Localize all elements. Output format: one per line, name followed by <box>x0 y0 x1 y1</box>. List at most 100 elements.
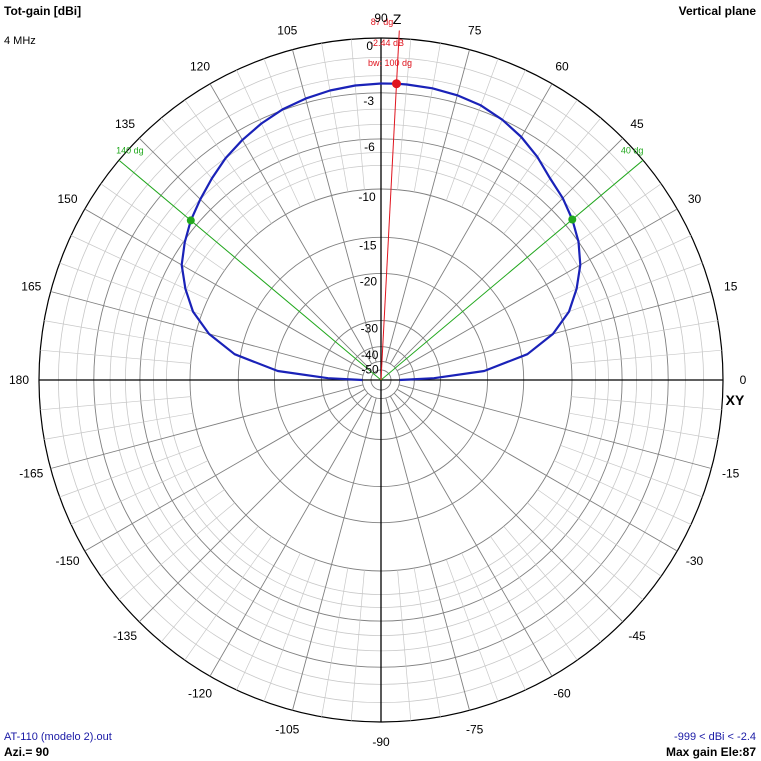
grid-spoke-major <box>138 137 369 368</box>
grid-spoke-minor <box>184 536 272 661</box>
grid-spoke-major <box>292 397 377 711</box>
grid-spoke-major <box>209 83 373 365</box>
beamwidth-point <box>186 216 195 225</box>
angle-tick-label: 60 <box>555 60 569 74</box>
grid-spoke-minor <box>537 489 662 577</box>
grid-spoke-minor <box>503 117 602 234</box>
angle-tick-label: -75 <box>466 723 484 737</box>
angle-tick-label: -45 <box>628 629 646 643</box>
grid-spoke-major <box>385 397 470 711</box>
file-name: AT-110 (modelo 2).out <box>4 731 112 743</box>
radial-tick-label: -50 <box>361 362 379 376</box>
grid-spoke-minor <box>236 552 301 691</box>
grid-spoke-minor <box>503 526 602 643</box>
grid-spoke-minor <box>236 69 301 208</box>
grid-spoke-major <box>138 392 369 623</box>
gain-range: -999 < dBi < -2.4 <box>674 731 756 743</box>
radial-tick-label: -3 <box>363 94 374 108</box>
angle-tick-label: -135 <box>113 629 137 643</box>
angle-tick-label: 90 <box>374 11 388 25</box>
angle-tick-label: 15 <box>724 279 738 293</box>
xy-axis-label: XY <box>726 392 745 408</box>
gain-unit-title: Tot-gain [dBi] <box>4 4 82 18</box>
grid-spoke-minor <box>560 262 703 316</box>
beamwidth-line <box>380 159 644 381</box>
angle-tick-label: 150 <box>57 192 77 206</box>
grid-spoke-minor <box>40 396 191 411</box>
beamwidth-label: 40 dg <box>621 146 644 156</box>
grid-spoke-minor <box>321 43 349 192</box>
grid-spoke-minor <box>59 262 202 316</box>
grid-spoke-major <box>389 395 553 677</box>
radial-tick-label: -40 <box>361 348 379 362</box>
angle-tick-label: 135 <box>115 117 135 131</box>
angle-tick-label: -90 <box>372 735 390 749</box>
max-gain-readout: Max gain Ele:87 <box>665 745 756 759</box>
radial-tick-label: 0 <box>366 39 373 53</box>
grid-spoke-minor <box>413 43 441 192</box>
grid-spoke-minor <box>160 117 259 234</box>
angle-tick-label: 120 <box>190 60 210 74</box>
grid-spoke-minor <box>445 58 499 201</box>
grid-spoke-major <box>396 208 678 372</box>
grid-spoke-major <box>84 208 366 372</box>
grid-spoke-minor <box>40 349 191 364</box>
grid-spoke-minor <box>397 39 412 190</box>
grid-spoke-major <box>398 291 712 376</box>
grid-spoke-minor <box>350 570 365 721</box>
grid-spoke-minor <box>118 502 235 601</box>
max-gain-value-label: -2.44 dB <box>370 38 404 48</box>
grid-spoke-minor <box>461 69 526 208</box>
beamwidth-readout: bw: 100 dg <box>368 58 412 68</box>
grid-spoke-minor <box>44 320 193 348</box>
radial-tick-label: -6 <box>364 140 375 154</box>
max-gain-line <box>380 30 400 381</box>
angle-tick-label: 30 <box>688 192 702 206</box>
angle-tick-label: -150 <box>55 554 79 568</box>
angle-tick-label: -105 <box>275 723 299 737</box>
grid-spoke-major <box>393 137 624 368</box>
angle-tick-label: -165 <box>19 467 43 481</box>
angle-tick-label: 45 <box>630 117 644 131</box>
grid-spoke-minor <box>413 568 441 717</box>
radial-tick-label: -20 <box>360 274 378 288</box>
angle-tick-label: 75 <box>468 23 482 37</box>
grid-spoke-minor <box>321 568 349 717</box>
grid-spoke-minor <box>537 183 662 271</box>
beamwidth-line <box>118 159 382 381</box>
grid-spoke-major <box>396 388 678 552</box>
grid-spoke-major <box>84 388 366 552</box>
grid-spoke-minor <box>490 99 578 224</box>
grid-spoke-minor <box>263 58 317 201</box>
pattern-trace <box>180 82 582 382</box>
grid-spoke-minor <box>445 559 499 702</box>
grid-spoke-major <box>385 49 470 363</box>
grid-spoke-minor <box>553 235 692 300</box>
grid-spoke-minor <box>560 444 703 498</box>
grid-spoke-major <box>292 49 377 363</box>
radial-tick-label: -15 <box>359 238 377 252</box>
grid-spoke-major <box>398 384 712 469</box>
grid-spoke-minor <box>160 526 259 643</box>
azimuth-readout: Azi.= 90 <box>4 745 50 759</box>
grid-spoke-minor <box>569 320 718 348</box>
frequency-label: 4 MHz <box>4 35 36 47</box>
grid-spoke-minor <box>44 412 193 440</box>
grid-spoke-minor <box>100 489 225 577</box>
grid-spoke-minor <box>490 536 578 661</box>
grid-spoke-minor <box>461 552 526 691</box>
grid-spoke-minor <box>397 570 412 721</box>
grid-spoke-minor <box>571 396 722 411</box>
pattern-markers: 40 dg 140 dg 87 dg -2.44 dB bw: 100 dg <box>116 17 644 381</box>
grid-spoke-major <box>50 384 364 469</box>
angle-tick-label: 180 <box>9 373 29 387</box>
plane-title: Vertical plane <box>678 4 756 18</box>
radial-tick-label: -30 <box>361 322 379 336</box>
grid-spoke-major <box>393 392 624 623</box>
angle-labels: 0153045607590105120135150165180-165-150-… <box>9 11 747 749</box>
grid-spoke-major <box>389 83 553 365</box>
max-gain-point <box>392 79 401 89</box>
grid-spoke-minor <box>263 559 317 702</box>
angle-tick-label: 165 <box>21 279 41 293</box>
grid-spoke-minor <box>184 99 272 224</box>
